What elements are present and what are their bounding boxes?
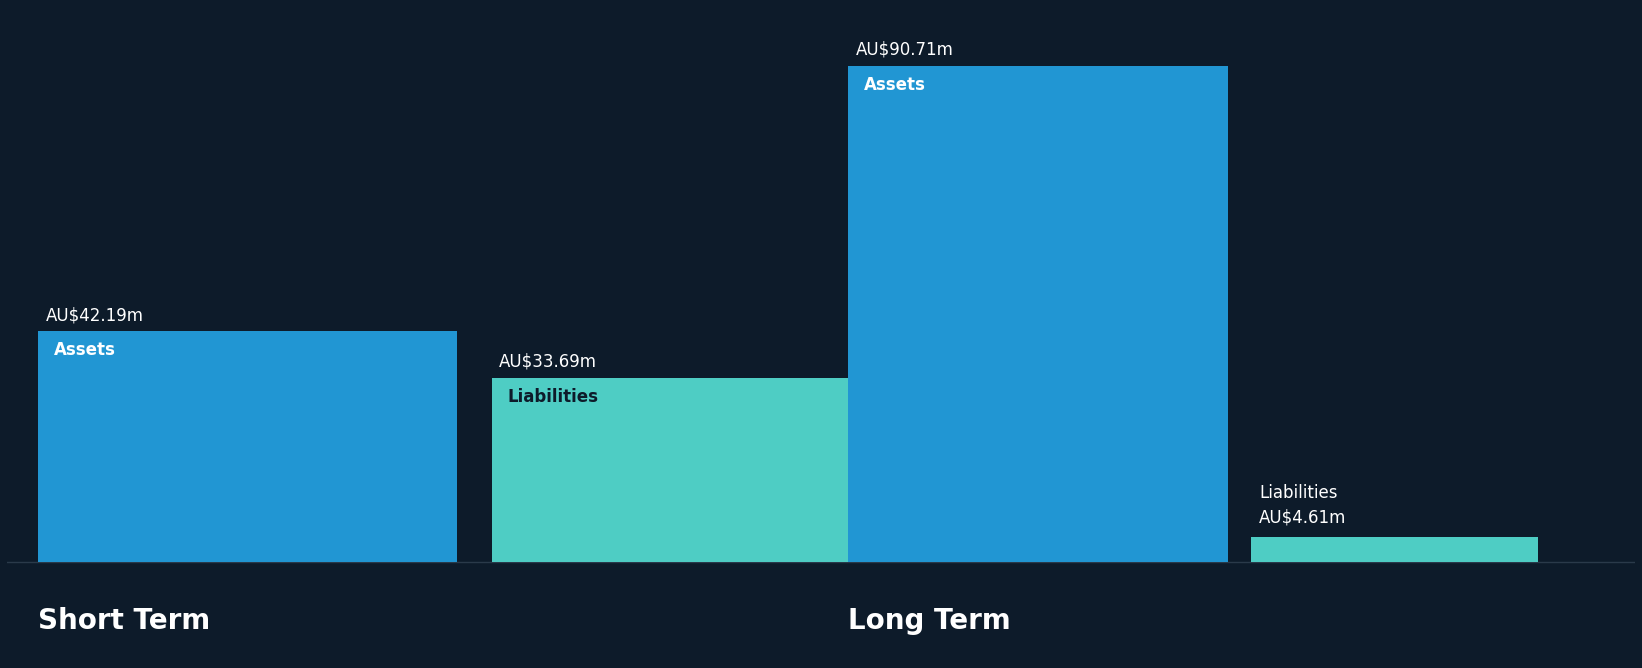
Text: AU$33.69m: AU$33.69m [499, 353, 598, 371]
Bar [491, 378, 872, 562]
Text: AU$4.61m: AU$4.61m [1259, 509, 1346, 527]
Text: Short Term: Short Term [38, 607, 210, 635]
Text: Long Term: Long Term [849, 607, 1011, 635]
Bar [1251, 537, 1539, 562]
Bar [849, 66, 1228, 562]
Bar [38, 331, 456, 562]
Text: Assets: Assets [864, 76, 926, 94]
Text: AU$42.19m: AU$42.19m [46, 306, 144, 324]
Text: Liabilities: Liabilities [1259, 484, 1338, 502]
Text: Assets: Assets [54, 341, 115, 359]
Text: AU$90.71m: AU$90.71m [855, 41, 954, 59]
Text: Liabilities: Liabilities [507, 388, 598, 406]
